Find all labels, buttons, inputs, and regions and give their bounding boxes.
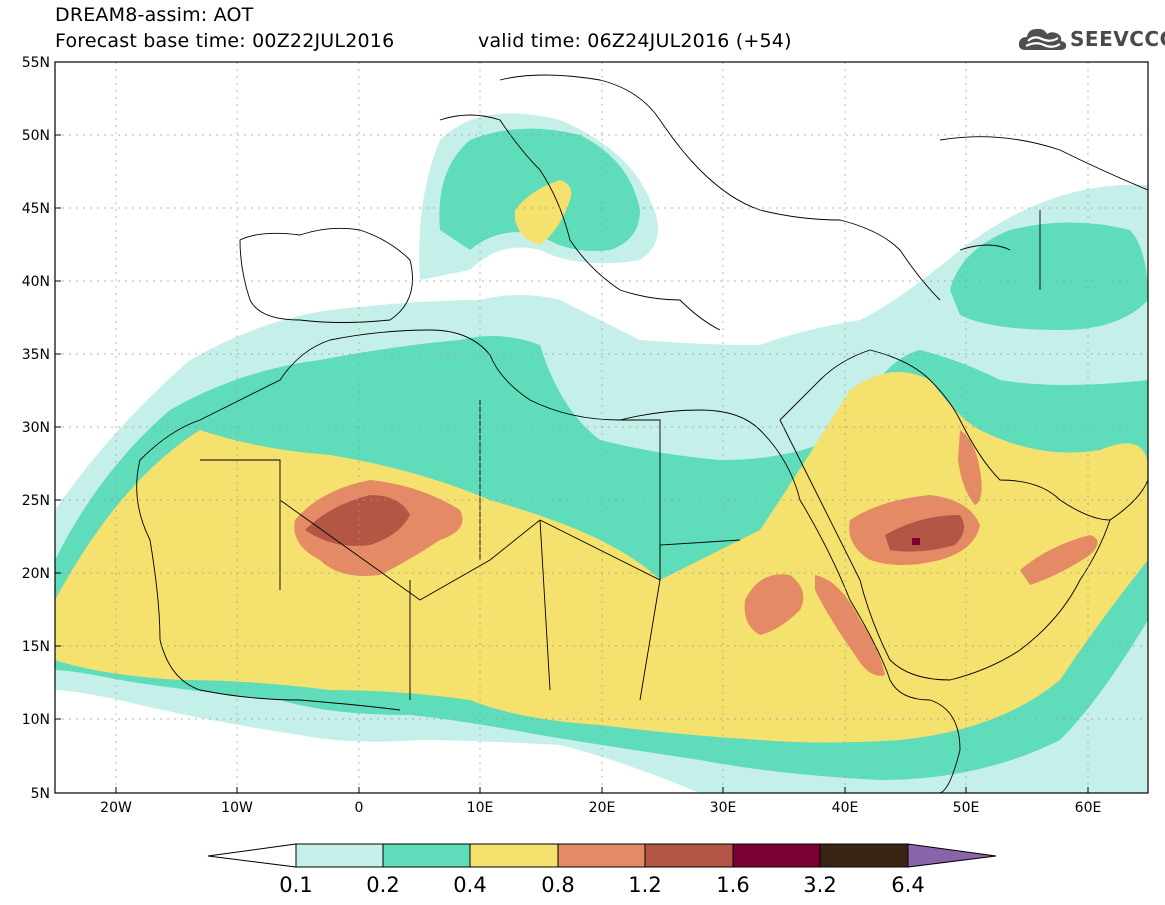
lat-label: 30N — [22, 420, 50, 436]
lon-label: 50E — [953, 800, 980, 816]
axis-ticks — [55, 61, 1089, 793]
lon-label: 20E — [589, 800, 616, 816]
aot-band-0.8-oman — [1020, 535, 1098, 585]
aot-band-0.8-sudan — [744, 574, 804, 635]
lat-label: 10N — [22, 712, 50, 728]
lon-label: 30E — [710, 800, 737, 816]
aot-band-1.6-spot — [912, 538, 920, 545]
valid-time: valid time: 06Z24JUL2016 (+54) — [478, 30, 792, 52]
lat-label: 20N — [22, 566, 50, 582]
colorbar-label: 1.6 — [716, 873, 749, 897]
aot-band-0.8-redsea — [815, 575, 885, 676]
longitude-labels: 20W 10W 0 10E 20E 30E 40E 50E 60E — [100, 800, 1101, 816]
colorbar-label: 0.1 — [279, 873, 312, 897]
lon-label: 40E — [832, 800, 859, 816]
coastlines — [136, 74, 1148, 793]
colorbar-label: 0.2 — [366, 873, 399, 897]
aot-band-1.2-sahara — [305, 495, 410, 546]
lat-label: 50N — [22, 128, 50, 144]
colorbar-labels: 0.1 0.2 0.4 0.8 1.2 1.6 3.2 6.4 — [279, 873, 924, 897]
cloud-icon — [1018, 28, 1067, 50]
colorbar-label: 0.4 — [453, 873, 486, 897]
lat-label: 5N — [31, 786, 50, 802]
colorbar-label: 1.2 — [628, 873, 661, 897]
lat-label: 55N — [22, 55, 50, 71]
lat-label: 35N — [22, 347, 50, 363]
lon-label: 0 — [355, 800, 364, 816]
aot-band-0.4-alps — [515, 180, 572, 245]
lon-label: 10E — [467, 800, 494, 816]
aot-band-0.8-gulf — [958, 430, 982, 505]
lat-label: 40N — [22, 274, 50, 290]
seevccc-logo: SEEVCCC — [1018, 24, 1165, 54]
colorbar-swatch-under — [207, 843, 297, 868]
colorbar-swatch-over — [907, 843, 997, 868]
logo-text: SEEVCCC — [1070, 27, 1165, 51]
colorbar-swatch — [557, 843, 646, 868]
colorbar-swatch — [732, 843, 821, 868]
lat-label: 45N — [22, 201, 50, 217]
aot-band-0.2-caspian — [950, 222, 1148, 330]
lon-label: 60E — [1075, 800, 1102, 816]
colorbar-swatch — [819, 843, 909, 868]
colorbar-label: 6.4 — [891, 873, 924, 897]
colorbar-label: 3.2 — [803, 873, 836, 897]
colorbar-label: 0.8 — [541, 873, 574, 897]
graticule — [55, 62, 1148, 793]
lat-label: 15N — [22, 639, 50, 655]
colorbar — [207, 843, 997, 868]
colorbar-swatch — [295, 843, 384, 868]
lon-label: 20W — [100, 800, 132, 816]
colorbar-swatch — [644, 843, 734, 868]
forecast-base-time: Forecast base time: 00Z22JUL2016 — [55, 30, 395, 52]
latitude-labels: 55N 50N 45N 40N 35N 30N 25N 20N 15N 10N … — [22, 55, 50, 802]
lat-label: 25N — [22, 493, 50, 509]
aot-contours — [55, 113, 1148, 793]
aot-band-1.2-arabia — [885, 515, 964, 552]
colorbar-swatch — [382, 843, 471, 868]
colorbar-swatch — [469, 843, 559, 868]
lon-label: 10W — [221, 800, 253, 816]
map-title: DREAM8-assim: AOT — [55, 4, 254, 26]
